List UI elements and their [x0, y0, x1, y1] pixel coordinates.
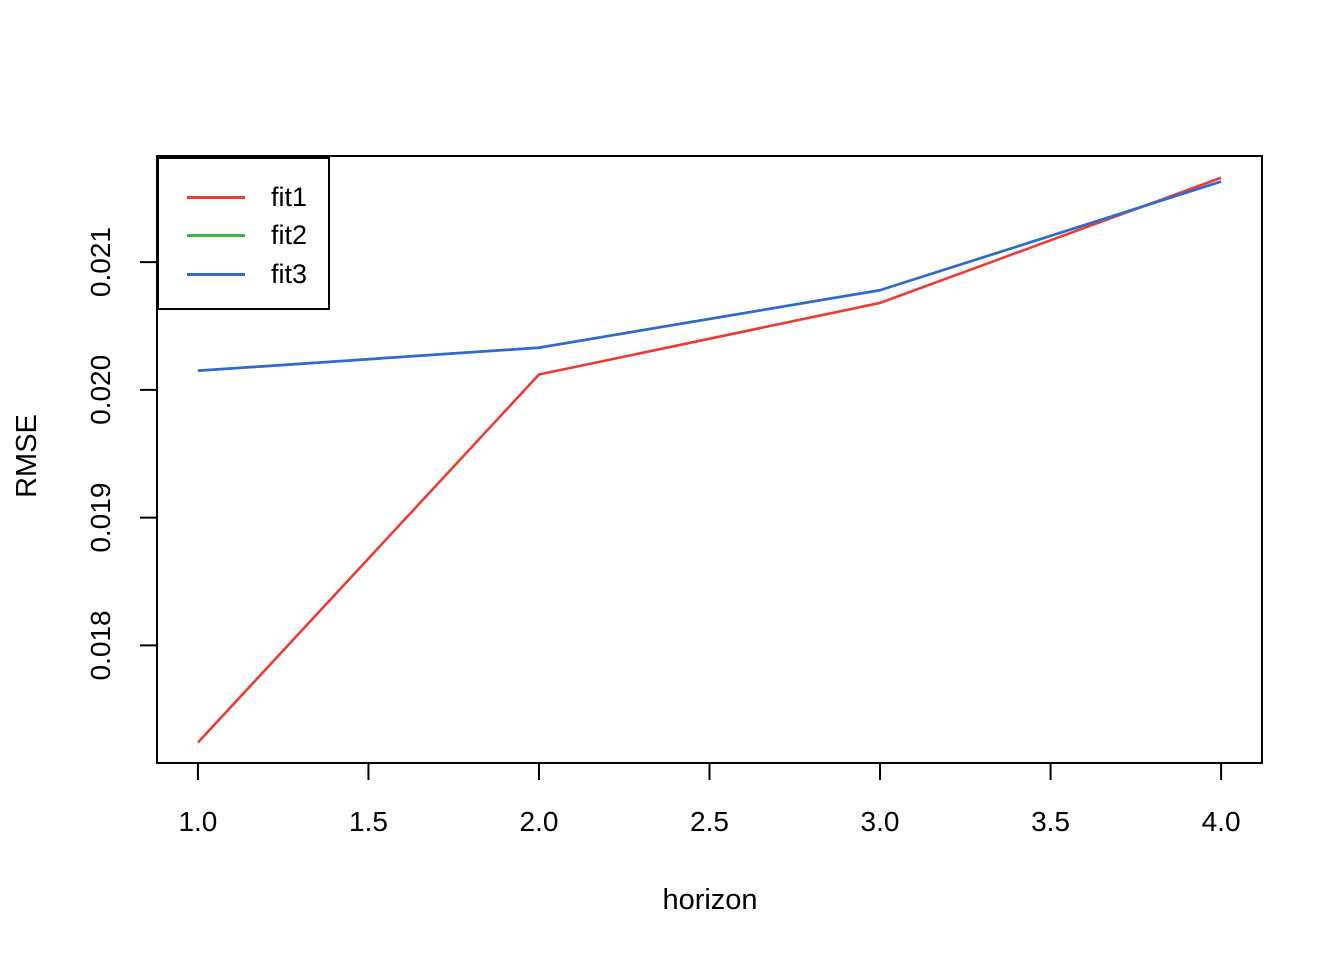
series-line-fit1 [196, 176, 1222, 744]
y-tick-label: 0.021 [85, 227, 116, 297]
legend-line-swatch-fit1 [187, 196, 245, 199]
y-tick-label: 0.019 [85, 483, 116, 553]
x-tick-label: 1.0 [178, 806, 217, 837]
x-tick-label: 4.0 [1202, 806, 1241, 837]
series-line-fit2 [197, 180, 1222, 372]
legend-line-swatch-fit3 [187, 273, 245, 276]
legend-entry-fit2: fit2 [159, 221, 328, 249]
x-tick-label: 2.0 [520, 806, 559, 837]
x-tick-label: 3.5 [1031, 806, 1070, 837]
y-tick-label: 0.020 [85, 355, 116, 425]
x-axis-title: horizon [662, 884, 758, 916]
legend-entry-fit1: fit1 [159, 183, 328, 211]
y-tick-label: 0.018 [85, 610, 116, 680]
legend: fit1 fit2 fit3 [157, 157, 330, 310]
legend-label-fit2: fit2 [271, 220, 308, 250]
x-tick-label: 1.5 [349, 806, 388, 837]
y-axis-title: RMSE [11, 414, 43, 498]
legend-entry-fit3: fit3 [159, 260, 328, 288]
x-tick-label: 3.0 [861, 806, 900, 837]
legend-label-fit1: fit1 [271, 182, 308, 212]
x-tick-label: 2.5 [690, 806, 729, 837]
series-line-fit3 [197, 180, 1222, 372]
legend-label-fit3: fit3 [271, 259, 308, 289]
legend-line-swatch-fit2 [187, 234, 245, 237]
